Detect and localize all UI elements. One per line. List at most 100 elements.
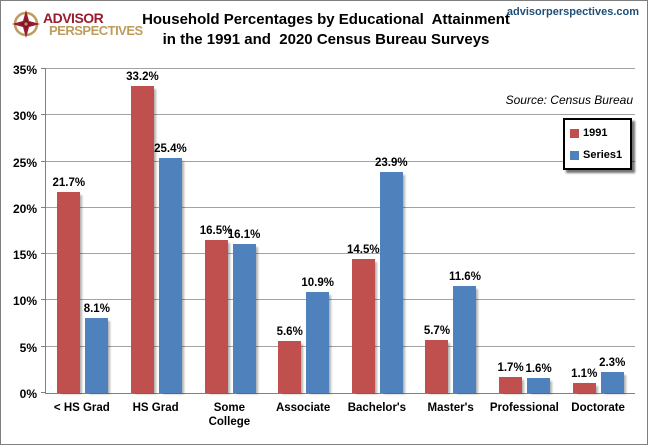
- data-label: 1.1%: [571, 367, 598, 380]
- y-axis-tick-label: 0%: [19, 387, 37, 401]
- gridline: [46, 114, 635, 116]
- gridline: [46, 206, 635, 208]
- bar-series1-2: [232, 243, 256, 393]
- legend-swatch-1991: [570, 128, 579, 138]
- bar-1991-4: [351, 258, 375, 393]
- bar-series1-3: [306, 292, 330, 393]
- y-axis-tick-label: 25%: [12, 155, 37, 170]
- bar-wrapper: 2.3%: [599, 69, 626, 393]
- y-axis-tick-label: 35%: [12, 63, 37, 77]
- x-axis-category: Doctorate: [561, 401, 635, 429]
- bar-wrapper: 10.9%: [301, 69, 334, 393]
- bar-1991-2: [204, 240, 228, 393]
- data-label: 10.9%: [301, 277, 334, 290]
- data-label: 2.3%: [599, 356, 626, 369]
- x-axis-category: HS Grad: [119, 401, 193, 429]
- y-axis-tick: [41, 114, 46, 116]
- legend: 1991 Series1: [563, 118, 632, 170]
- y-axis-tick-label: 5%: [19, 340, 37, 355]
- chart-title-line1: Household Percentages by Educational Att…: [142, 11, 510, 28]
- bar-group: 16.5% 16.1%: [193, 69, 267, 393]
- bar-series1-1: [158, 157, 182, 393]
- legend-item: 1991: [570, 127, 625, 139]
- advisor-perspectives-logo: ADVISOR PERSPECTIVES: [11, 9, 143, 39]
- data-label: 33.2%: [126, 70, 159, 83]
- data-label: 23.9%: [375, 156, 408, 169]
- bar-1991-5: [425, 340, 449, 393]
- y-axis-tick-label: 30%: [12, 109, 37, 124]
- website-link[interactable]: advisorperspectives.com: [506, 6, 639, 18]
- bar-series1-0: [85, 318, 109, 393]
- x-axis-category: Professional: [488, 401, 562, 429]
- bar-wrapper: 1.7%: [497, 69, 524, 393]
- bar-group: 5.7% 11.6%: [414, 69, 488, 393]
- bar-wrapper: 5.6%: [276, 69, 303, 393]
- data-label: 21.7%: [52, 177, 86, 190]
- bar-1991-7: [572, 382, 596, 393]
- x-axis-category: Master's: [414, 401, 488, 429]
- y-axis-tick: [41, 345, 46, 347]
- bar-series1-6: [527, 378, 551, 393]
- x-axis-category: Associate: [266, 401, 340, 429]
- legend-label: 1991: [583, 127, 608, 139]
- data-label: 16.1%: [227, 228, 261, 241]
- bar-wrapper: 21.7%: [53, 69, 85, 393]
- data-label: 11.6%: [448, 270, 481, 283]
- bar-series1-7: [600, 371, 624, 393]
- bar-wrapper: 33.2%: [126, 69, 159, 393]
- gridline: [46, 299, 635, 301]
- data-label: 16.5%: [199, 225, 233, 238]
- bar-wrapper: 8.1%: [83, 69, 110, 393]
- y-axis-tick-label: 15%: [12, 248, 37, 263]
- gridline: [46, 345, 635, 347]
- x-axis-category-label: Bachelor's: [347, 402, 407, 414]
- bar-series1-5: [453, 285, 477, 393]
- bar-wrapper: 1.6%: [525, 69, 552, 393]
- data-label: 14.5%: [347, 243, 380, 256]
- bar-group: 21.7% 8.1%: [46, 69, 120, 393]
- bar-series1-4: [379, 171, 403, 393]
- x-axis-category-label: HS Grad: [132, 402, 179, 414]
- data-label: 8.1%: [83, 303, 110, 316]
- gridline: [46, 68, 635, 69]
- logo-text: ADVISOR PERSPECTIVES: [43, 11, 143, 37]
- bar-group: 1.7% 1.6%: [488, 69, 562, 393]
- bar-wrapper: 1.1%: [571, 69, 598, 393]
- bar-1991-3: [278, 341, 302, 393]
- bar-group: 1.1% 2.3%: [561, 69, 635, 393]
- compass-rose-icon: [12, 10, 40, 38]
- bar-wrapper: 23.9%: [375, 69, 408, 393]
- plot-area: 0% 5% 10% 15% 20% 25% 30% 35% 21.7% 8.1% 33.2% 25.4…: [13, 63, 635, 401]
- y-axis-tick-label: 20%: [12, 201, 37, 216]
- x-axis-labels: < HS Grad HS Grad Some College Associate Bac…: [45, 401, 635, 429]
- data-label: 1.6%: [525, 363, 552, 376]
- y-axis-tick: [41, 206, 46, 208]
- x-axis-category-label: Professional: [489, 402, 559, 414]
- data-label: 25.4%: [154, 142, 187, 155]
- bar-1991-6: [499, 377, 523, 393]
- legend-swatch-series1: [570, 150, 579, 160]
- bar-wrapper: 11.6%: [449, 69, 481, 393]
- y-axis-tick: [41, 253, 46, 255]
- x-axis-category-label: < HS Grad: [53, 402, 110, 414]
- y-axis-tick: [41, 392, 46, 393]
- y-axis-tick-label: 10%: [12, 294, 37, 309]
- x-axis-category: Bachelor's: [340, 401, 414, 429]
- x-axis-category-label: Associate: [275, 402, 331, 414]
- bar-wrapper: 16.1%: [228, 69, 260, 393]
- source-note: Source: Census Bureau: [505, 93, 633, 107]
- bar-wrapper: 14.5%: [347, 69, 380, 393]
- bar-1991-1: [130, 85, 154, 393]
- x-axis-category-label: Master's: [427, 402, 474, 414]
- bar-groups: 21.7% 8.1% 33.2% 25.4% 16.5% 16.1% 5.6% 10.9% 14…: [46, 69, 635, 393]
- bar-group: 14.5% 23.9%: [341, 69, 415, 393]
- y-axis-tick: [41, 160, 46, 162]
- y-axis-tick: [41, 299, 46, 301]
- data-label: 5.7%: [423, 325, 451, 338]
- bar-wrapper: 16.5%: [200, 69, 232, 393]
- logo-line2: PERSPECTIVES: [49, 23, 143, 38]
- x-axis-category: Some College: [193, 401, 267, 429]
- data-label: 5.6%: [276, 326, 303, 339]
- bar-group: 33.2% 25.4%: [120, 69, 194, 393]
- x-axis-category-label: Doctorate: [571, 402, 625, 414]
